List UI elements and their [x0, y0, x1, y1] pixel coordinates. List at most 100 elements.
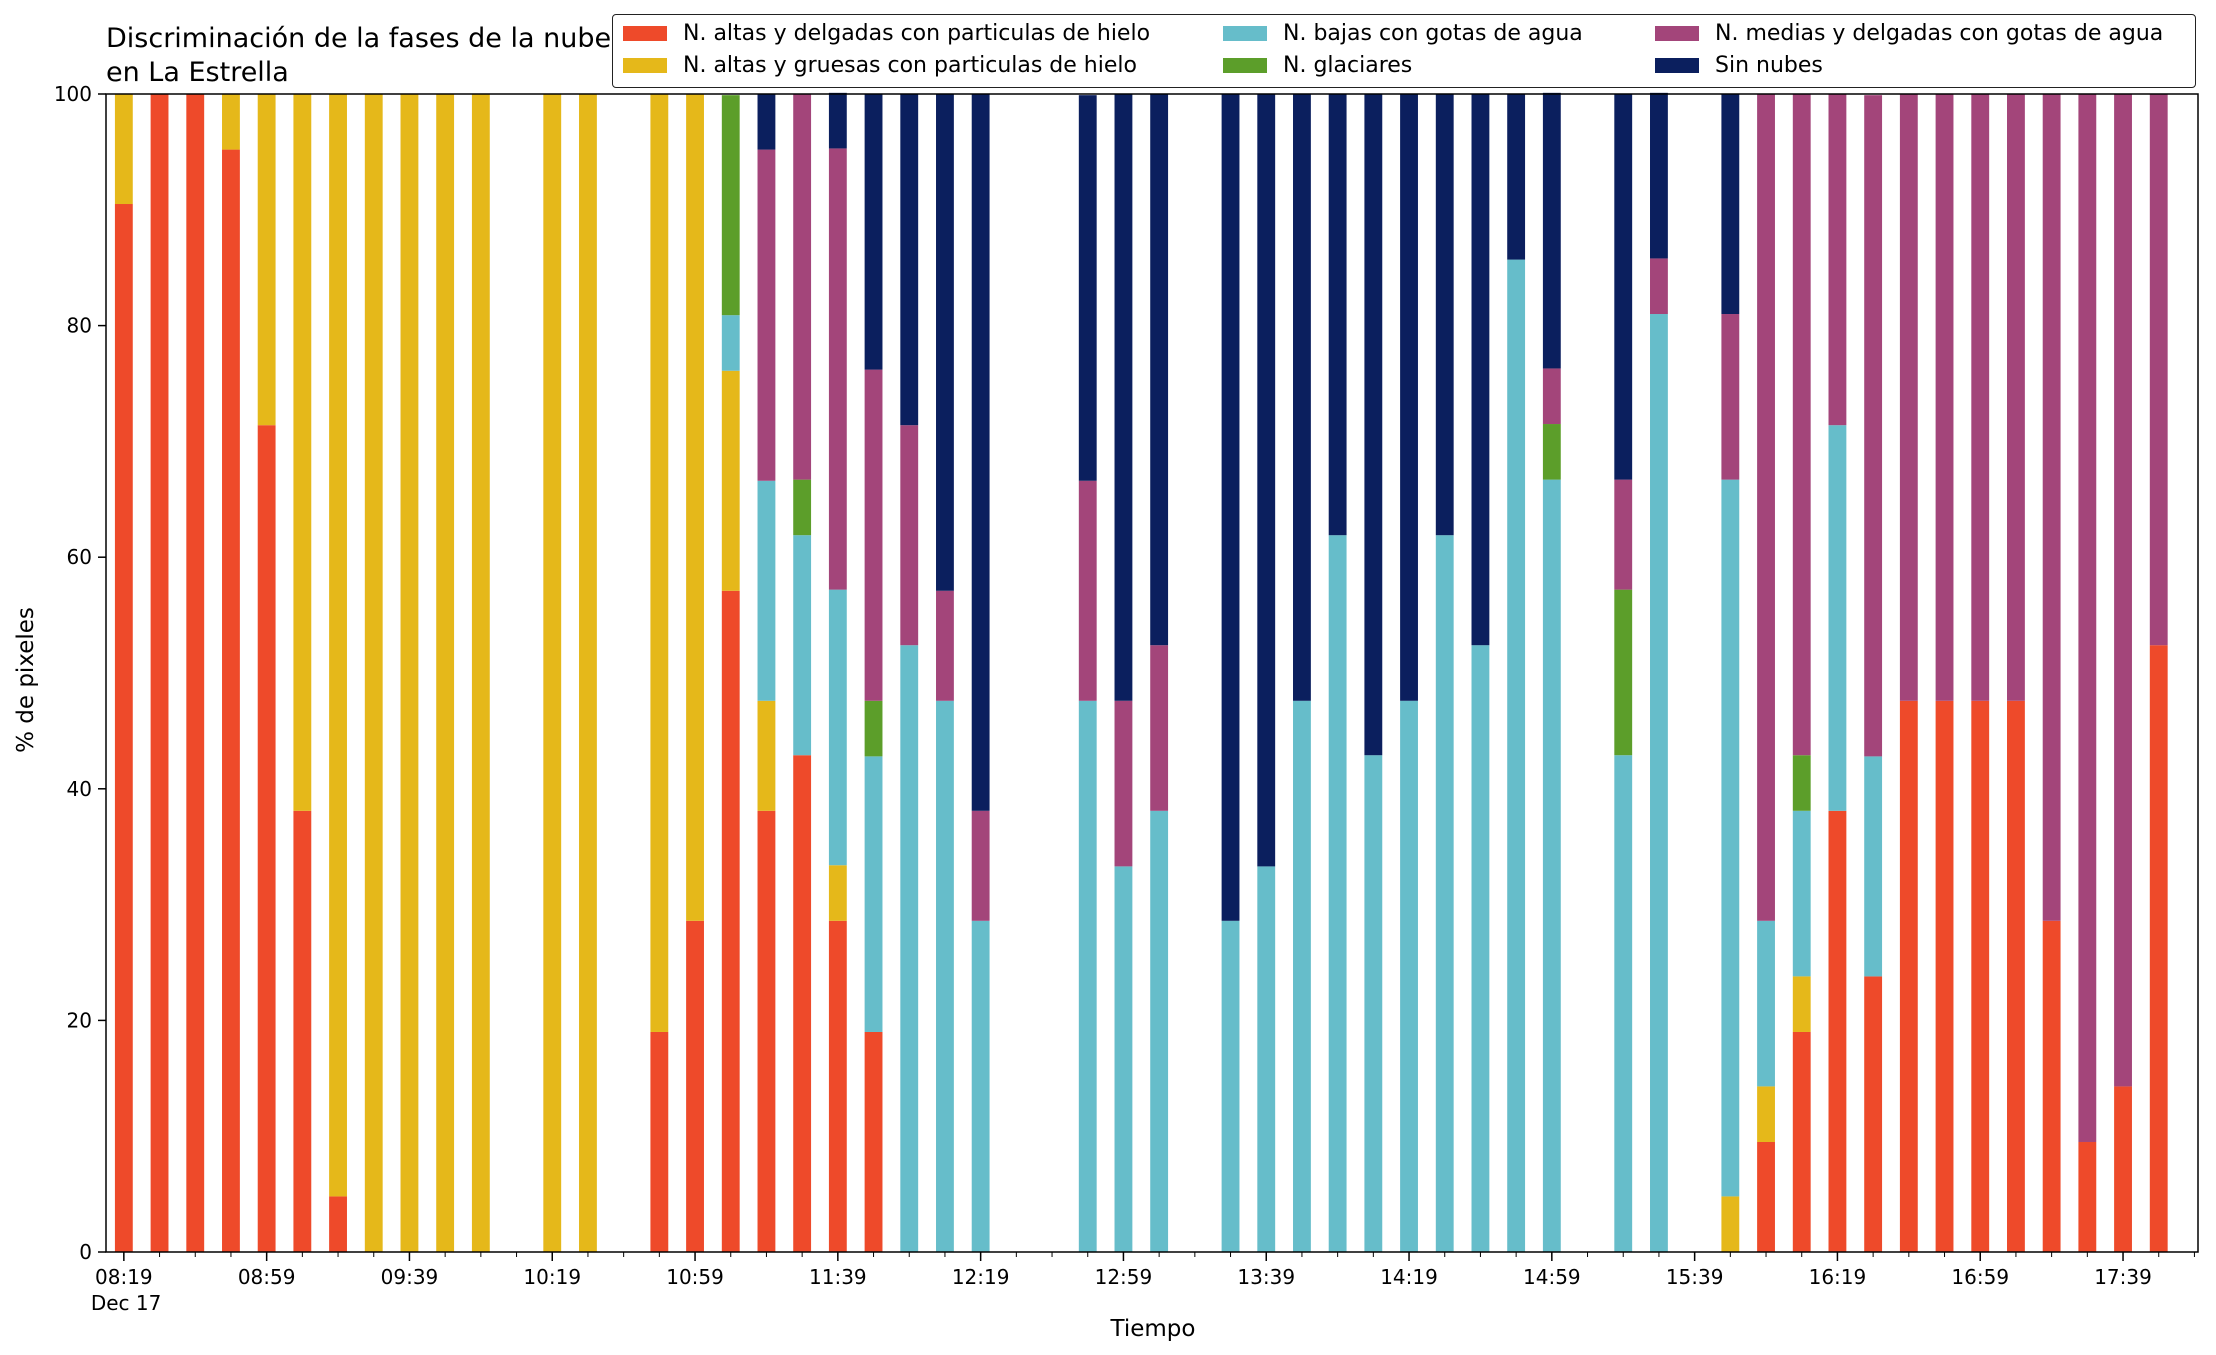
bar-segment-bajas_agua-1409 [1364, 755, 1383, 1252]
legend-label-medias_agua: N. medias y delgadas con gotas de agua [1715, 21, 2164, 46]
bar-segment-glaciares-1519 [1614, 589, 1633, 756]
bar-segment-sin_nubes-1429 [1435, 94, 1454, 536]
legend-label-bajas_agua: N. bajas con gotas de agua [1283, 21, 1583, 46]
bar-segment-bajas_agua-1439 [1471, 645, 1490, 1252]
bar-segment-medias_agua-1729 [2078, 94, 2097, 1142]
bar-segment-altas_gruesas-0949 [436, 94, 455, 1252]
bar-segment-sin_nubes-1529 [1650, 92, 1668, 259]
bar-segment-altas_delgadas-0839 [186, 94, 205, 1252]
bar-segment-sin_nubes-1309 [1150, 94, 1169, 646]
bar-segment-altas_gruesas-1059 [686, 94, 704, 921]
bar-segment-glaciares-1609 [1792, 755, 1811, 811]
x-tick-label: 14:59 [1523, 1265, 1581, 1289]
legend-item-altas_delgadas: N. altas y delgadas con particulas de hi… [623, 21, 1150, 46]
bar-segment-bajas_agua-1419 [1400, 700, 1418, 1252]
x-tick-label: 15:39 [1666, 1265, 1724, 1289]
bar-segment-altas_gruesas-1019 [543, 94, 562, 1252]
bar-segment-sin_nubes-1219 [971, 94, 990, 811]
x-tick-label: 08:59 [238, 1265, 296, 1289]
bar-segment-altas_delgadas-1559 [1757, 1141, 1775, 1252]
y-tick-label: 0 [79, 1240, 92, 1264]
bar-segment-bajas_agua-1209 [936, 700, 954, 1252]
bar-segment-sin_nubes-1139 [828, 92, 847, 149]
bar-segment-sin_nubes-1349 [1293, 94, 1311, 701]
bar-segment-altas_delgadas-1659 [1971, 700, 1990, 1252]
bar-segment-bajas_agua-1159 [900, 645, 919, 1252]
bar-segment-medias_agua-1619 [1828, 94, 1847, 426]
bar-segment-altas_delgadas-0859 [257, 425, 276, 1252]
bar-segment-sin_nubes-1119 [757, 94, 776, 150]
bar-segment-bajas_agua-1129 [793, 535, 812, 756]
bar-segment-bajas_agua-1219 [971, 920, 990, 1252]
bar-segment-medias_agua-1519 [1614, 479, 1633, 590]
bar-segment-medias_agua-1659 [1971, 94, 1990, 701]
bar-segment-sin_nubes-1259 [1114, 94, 1133, 701]
bar-segment-bajas_agua-1429 [1435, 535, 1454, 1252]
bar-segment-altas_gruesas-1109 [721, 370, 740, 591]
bar-segment-altas_delgadas-1049 [650, 1031, 669, 1252]
bar-segment-medias_agua-1639 [1899, 94, 1918, 701]
bar-segment-altas_delgadas-1739 [2114, 1086, 2132, 1252]
bar-segment-altas_gruesas-0859 [257, 94, 276, 426]
bar-segment-altas_delgadas-1649 [1935, 700, 1954, 1252]
bar-segment-medias_agua-1649 [1935, 94, 1954, 701]
bar-segment-glaciares-1459 [1542, 424, 1561, 480]
x-tick-label: 16:19 [1809, 1265, 1867, 1289]
bar-segment-altas_delgadas-1639 [1899, 700, 1918, 1252]
bar-segment-sin_nubes-1449 [1507, 94, 1526, 260]
legend-swatch-altas_gruesas [623, 58, 667, 73]
y-tick-label: 60 [67, 545, 92, 569]
bar-segment-altas_delgadas-1719 [2042, 920, 2061, 1252]
legend-item-sin_nubes: Sin nubes [1655, 53, 1823, 78]
legend-swatch-altas_delgadas [623, 26, 667, 41]
legend-label-glaciares: N. glaciares [1283, 53, 1413, 78]
x-axis-label: Tiempo [1110, 1316, 1196, 1342]
bar-segment-medias_agua-1219 [971, 810, 990, 921]
bar-segment-medias_agua-1129 [793, 94, 812, 480]
bar-segment-altas_gruesas-0959 [471, 94, 490, 1252]
bar-segment-altas_delgadas-0919 [329, 1196, 347, 1252]
bar-segment-altas_delgadas-0849 [222, 149, 240, 1253]
bar-segment-medias_agua-1309 [1150, 645, 1169, 811]
y-axis-label: % de pixeles [13, 607, 39, 753]
bar-segment-sin_nubes-1439 [1471, 94, 1490, 646]
bar-segment-altas_delgadas-1729 [2078, 1141, 2097, 1252]
bar-segment-altas_gruesas-1609 [1792, 976, 1811, 1032]
bar-segment-altas_gruesas-1029 [579, 94, 597, 1252]
bar-segment-medias_agua-1609 [1792, 94, 1811, 756]
bar-segment-glaciares-1129 [793, 479, 812, 536]
chart-title: Discriminación de la fases de la nube en… [106, 23, 612, 88]
bar-segment-medias_agua-1549 [1721, 314, 1740, 480]
bar-segment-altas_delgadas-1059 [686, 920, 704, 1252]
bar-segment-sin_nubes-1249 [1078, 95, 1097, 481]
bar-segment-altas_gruesas-0849 [222, 94, 240, 150]
bar-segment-altas_gruesas-0819 [114, 94, 133, 205]
bar-segment-bajas_agua-1109 [721, 315, 740, 371]
bar-segment-sin_nubes-1459 [1542, 92, 1561, 369]
bar-segment-altas_delgadas-0909 [293, 810, 312, 1252]
bar-segment-altas_delgadas-1139 [828, 920, 847, 1252]
bar-segment-altas_gruesas-1549 [1721, 1196, 1740, 1252]
bar-segment-sin_nubes-1549 [1721, 94, 1740, 315]
bar-segment-altas_gruesas-1559 [1757, 1086, 1775, 1142]
bar-segment-medias_agua-1159 [900, 425, 919, 646]
bar-segment-bajas_agua-1349 [1293, 700, 1311, 1252]
bar-segment-sin_nubes-1339 [1257, 94, 1276, 867]
x-date-label: Dec 17 [91, 1291, 162, 1315]
x-tick-label: 14:19 [1380, 1265, 1438, 1289]
bar-segment-medias_agua-1249 [1078, 480, 1097, 701]
bar-segment-altas_delgadas-1109 [721, 590, 740, 1252]
bar-segment-altas_gruesas-1049 [650, 94, 669, 1032]
bar-segment-bajas_agua-1249 [1078, 700, 1097, 1252]
bar-segment-altas_delgadas-1129 [793, 755, 812, 1252]
bar-segment-bajas_agua-1309 [1150, 810, 1169, 1252]
bar-segment-bajas_agua-1619 [1828, 425, 1847, 811]
bar-segment-medias_agua-1149 [864, 369, 883, 701]
x-tick-label: 12:19 [952, 1265, 1010, 1289]
legend-swatch-bajas_agua [1223, 26, 1267, 41]
bar-segment-altas_gruesas-0919 [329, 94, 347, 1197]
bars-group [114, 92, 2168, 1253]
bar-segment-bajas_agua-1459 [1542, 479, 1561, 1252]
bar-segment-medias_agua-1739 [2114, 94, 2132, 1087]
